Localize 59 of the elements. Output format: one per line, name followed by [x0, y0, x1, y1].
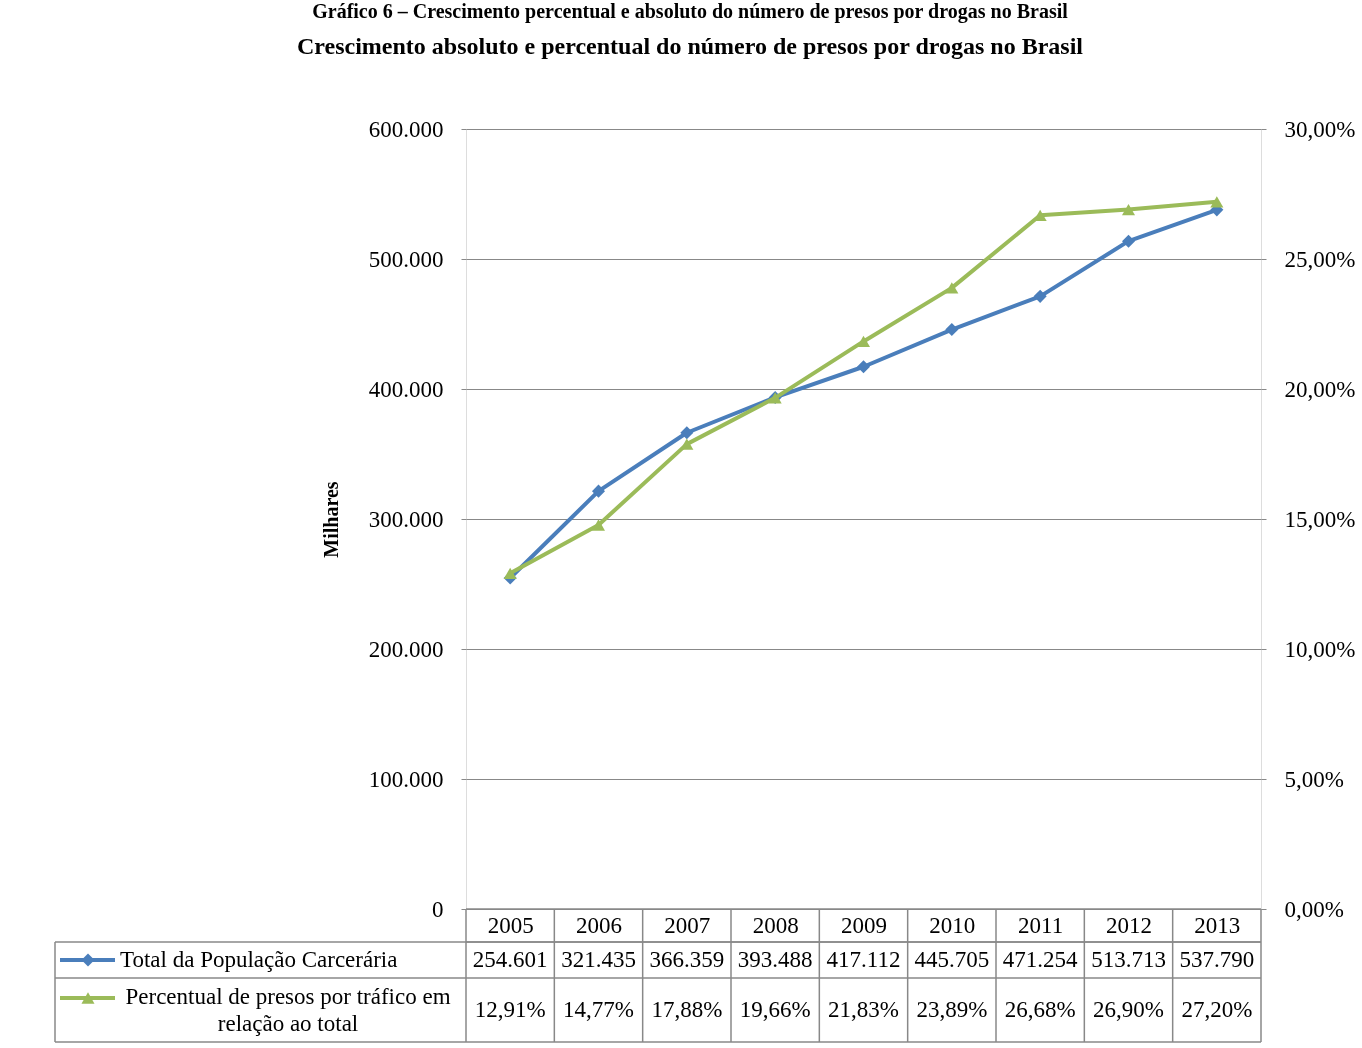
data-label: 27,20% — [1181, 997, 1253, 1022]
legend-label: Percentual de presos por tráfico em relação ao total — [125, 984, 451, 1036]
point — [945, 323, 959, 337]
data-label: 321.435 — [561, 947, 636, 972]
y2-tick-label: 5,00% — [1284, 766, 1344, 792]
y2-tick-label: 15,00% — [1284, 506, 1356, 532]
point — [680, 438, 694, 450]
data-label: 366.359 — [649, 947, 725, 972]
point — [1033, 289, 1047, 303]
data-label: 471.254 — [1002, 947, 1079, 972]
data-label: 19,66% — [739, 997, 811, 1022]
legend-label: Total da População Carcerária — [120, 947, 398, 972]
text: Gráfico 6 – Crescimento percentual e absoluto do número de presos por drogas no Brasil — [312, 0, 1069, 23]
y-tick-label: 400.000 — [368, 376, 444, 402]
data-label: 393.488 — [737, 947, 813, 972]
x-tick-label: 2012 — [1106, 912, 1152, 938]
data-label: 23,89% — [916, 997, 988, 1022]
chart-title: Crescimento absoluto e percentual do número de presos por drogas no Brasil — [296, 33, 1084, 59]
point — [503, 567, 517, 579]
y2-tick-label: 10,00% — [1284, 636, 1356, 662]
y-tick-label: 200.000 — [368, 636, 444, 662]
y-tick-label: 500.000 — [368, 246, 444, 272]
x-tick-label: 2006 — [576, 912, 622, 938]
x-tick-label: 2005 — [487, 912, 534, 938]
data-label: 417.112 — [826, 947, 901, 972]
data-label: 14,77% — [563, 997, 634, 1022]
data-label: 12,91% — [474, 997, 546, 1022]
y2-tick-label: 25,00% — [1284, 246, 1356, 272]
data-label: 26,68% — [1004, 997, 1076, 1022]
y-tick-label: 100.000 — [368, 766, 444, 792]
y2-tick-label: 20,00% — [1284, 376, 1356, 402]
x-tick-label: 2009 — [841, 912, 887, 938]
point — [1210, 196, 1224, 208]
data-label: 254.601 — [472, 947, 548, 972]
y-axis-title: Milhares — [319, 481, 342, 558]
point — [680, 426, 694, 440]
point — [591, 519, 606, 531]
data-label: 513.713 — [1091, 947, 1166, 972]
point — [591, 484, 606, 498]
data-label: 537.790 — [1179, 947, 1255, 972]
data-label: 21,83% — [828, 997, 899, 1022]
data-label: 26,90% — [1093, 997, 1164, 1022]
point — [1121, 234, 1136, 248]
data-label: 445.705 — [914, 947, 990, 972]
point — [1121, 203, 1136, 216]
x-tick-label: 2007 — [664, 912, 711, 938]
y2-tick-label: 0,00% — [1284, 896, 1344, 922]
x-tick-label: 2008 — [752, 912, 799, 938]
y-tick-label: 600.000 — [368, 116, 444, 142]
y-tick-label: 0 — [432, 896, 444, 922]
point — [856, 335, 871, 348]
data-label: 17,88% — [651, 997, 723, 1022]
x-tick-label: 2010 — [929, 912, 976, 938]
point — [856, 360, 871, 374]
x-tick-label: 2011 — [1018, 912, 1064, 938]
y2-tick-label: 30,00% — [1284, 116, 1356, 142]
y-tick-label: 300.000 — [368, 506, 444, 532]
point — [945, 282, 959, 294]
x-tick-label: 2013 — [1194, 912, 1241, 938]
